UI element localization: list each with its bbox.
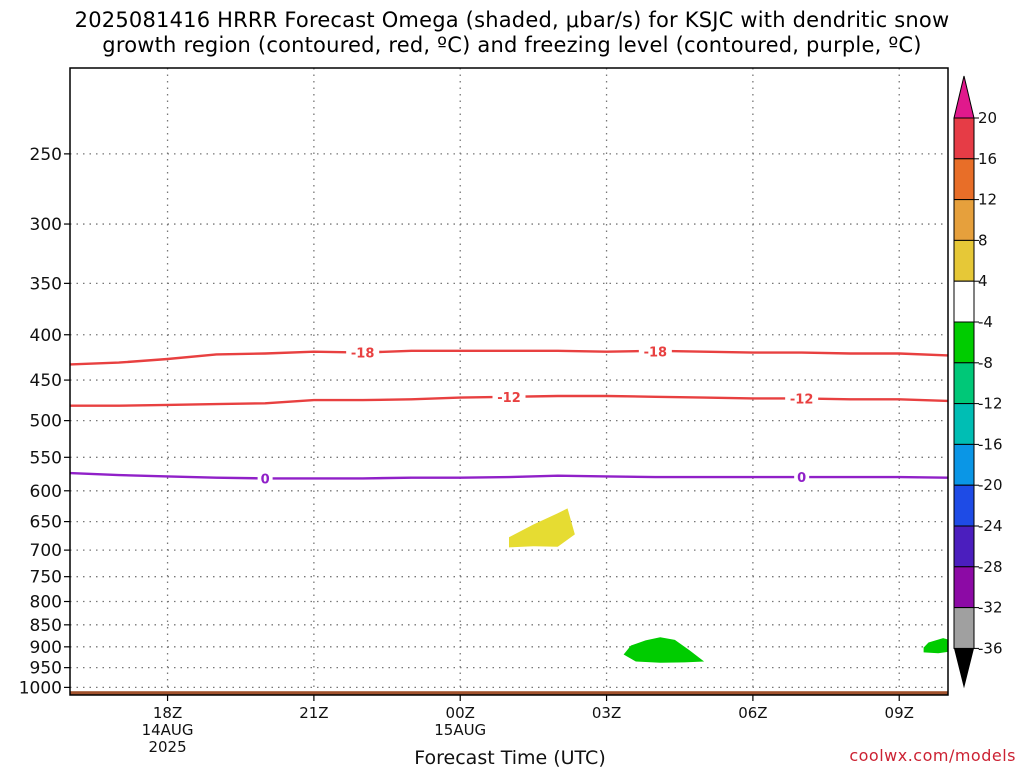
colorbar-segment xyxy=(953,362,975,405)
contour-label-bg xyxy=(638,343,672,360)
plot-frame xyxy=(69,67,949,696)
colorbar-label: -4 xyxy=(978,313,993,331)
colorbar-segment xyxy=(953,158,975,201)
colorbar-segment xyxy=(953,525,975,568)
colorbar-segment xyxy=(953,484,975,527)
contour-label: -12 xyxy=(790,392,814,407)
colorbar-segment xyxy=(953,566,975,609)
y-tick-label: 450 xyxy=(30,371,62,391)
x-tick-label: 00Z xyxy=(446,704,475,722)
x-tick-label: 2025 xyxy=(148,738,186,756)
omega-shaded-region xyxy=(623,637,705,663)
colorbar-segment xyxy=(953,239,975,282)
x-tick-label: 06Z xyxy=(738,704,767,722)
x-tick-label: 09Z xyxy=(885,704,914,722)
colorbar-segment xyxy=(953,443,975,486)
y-tick-label: 1000 xyxy=(19,678,62,698)
x-tick-label: 15AUG xyxy=(434,721,486,739)
contour-label-bg xyxy=(257,470,273,487)
colorbar-label: -36 xyxy=(978,639,1003,657)
contour-label: 0 xyxy=(797,471,806,486)
chart-title-line-2: growth region (contoured, red, ºC) and f… xyxy=(102,33,922,57)
colorbar-segment xyxy=(953,280,975,323)
x-tick-label: 18Z xyxy=(153,704,182,722)
contour-label: -18 xyxy=(644,346,668,361)
colorbar-segment xyxy=(953,199,975,241)
colorbar-label: -28 xyxy=(978,558,1003,576)
y-tick-label: 900 xyxy=(30,638,62,658)
colorbar-label: -20 xyxy=(978,476,1003,494)
colorbar-label: -12 xyxy=(978,395,1003,413)
x-tick-label: 14AUG xyxy=(142,721,194,739)
colorbar-label: -8 xyxy=(978,354,993,372)
contour-label-bg xyxy=(346,344,380,361)
colorbar-segment xyxy=(953,607,975,649)
contour-label: 0 xyxy=(261,472,270,487)
colorbar-label: 4 xyxy=(978,272,988,290)
contour-line xyxy=(69,471,949,480)
colorbar-label: 20 xyxy=(978,109,997,127)
contour-label: -12 xyxy=(497,391,521,406)
colorbar-segment xyxy=(953,321,975,364)
x-axis-label: Forecast Time (UTC) xyxy=(414,747,605,768)
colorbar-bottom-arrow xyxy=(954,648,974,689)
colorbar-label: 16 xyxy=(978,150,997,168)
colorbar-label: -16 xyxy=(978,435,1003,453)
y-tick-label: 300 xyxy=(30,215,62,235)
colorbar-segment xyxy=(953,117,975,160)
contour-label: -18 xyxy=(351,347,375,362)
contour-label-bg xyxy=(785,390,819,407)
colorbar-label: 12 xyxy=(978,191,997,209)
y-tick-label: 350 xyxy=(30,274,62,294)
contour-line xyxy=(69,349,949,366)
omega-shaded-region xyxy=(923,638,948,654)
y-tick-label: 700 xyxy=(30,541,62,561)
credit-link[interactable]: coolwx.com/models xyxy=(849,746,1016,765)
y-tick-label: 500 xyxy=(30,412,62,432)
contour-label-bg xyxy=(794,469,810,486)
colorbar-label: -32 xyxy=(978,599,1003,617)
colorbar-label: -24 xyxy=(978,517,1003,535)
terrain-fill xyxy=(70,691,948,695)
y-tick-label: 950 xyxy=(30,659,62,679)
y-tick-label: 750 xyxy=(30,568,62,588)
x-tick-label: 21Z xyxy=(299,704,328,722)
colorbar-segment xyxy=(953,403,975,445)
colorbar-top-arrow xyxy=(953,75,975,119)
chart-title-line-1: 2025081416 HRRR Forecast Omega (shaded, … xyxy=(74,8,950,32)
omega-shaded-region xyxy=(509,508,575,548)
x-tick-label: 03Z xyxy=(592,704,621,722)
y-tick-label: 850 xyxy=(30,616,62,636)
colorbar-label: 8 xyxy=(978,231,988,249)
y-tick-label: 250 xyxy=(30,145,62,165)
y-tick-label: 650 xyxy=(30,513,62,533)
contour-label-bg xyxy=(492,388,526,405)
y-tick-label: 800 xyxy=(30,593,62,613)
y-tick-label: 400 xyxy=(30,326,62,346)
y-tick-label: 550 xyxy=(30,448,62,468)
y-tick-label: 600 xyxy=(30,482,62,502)
